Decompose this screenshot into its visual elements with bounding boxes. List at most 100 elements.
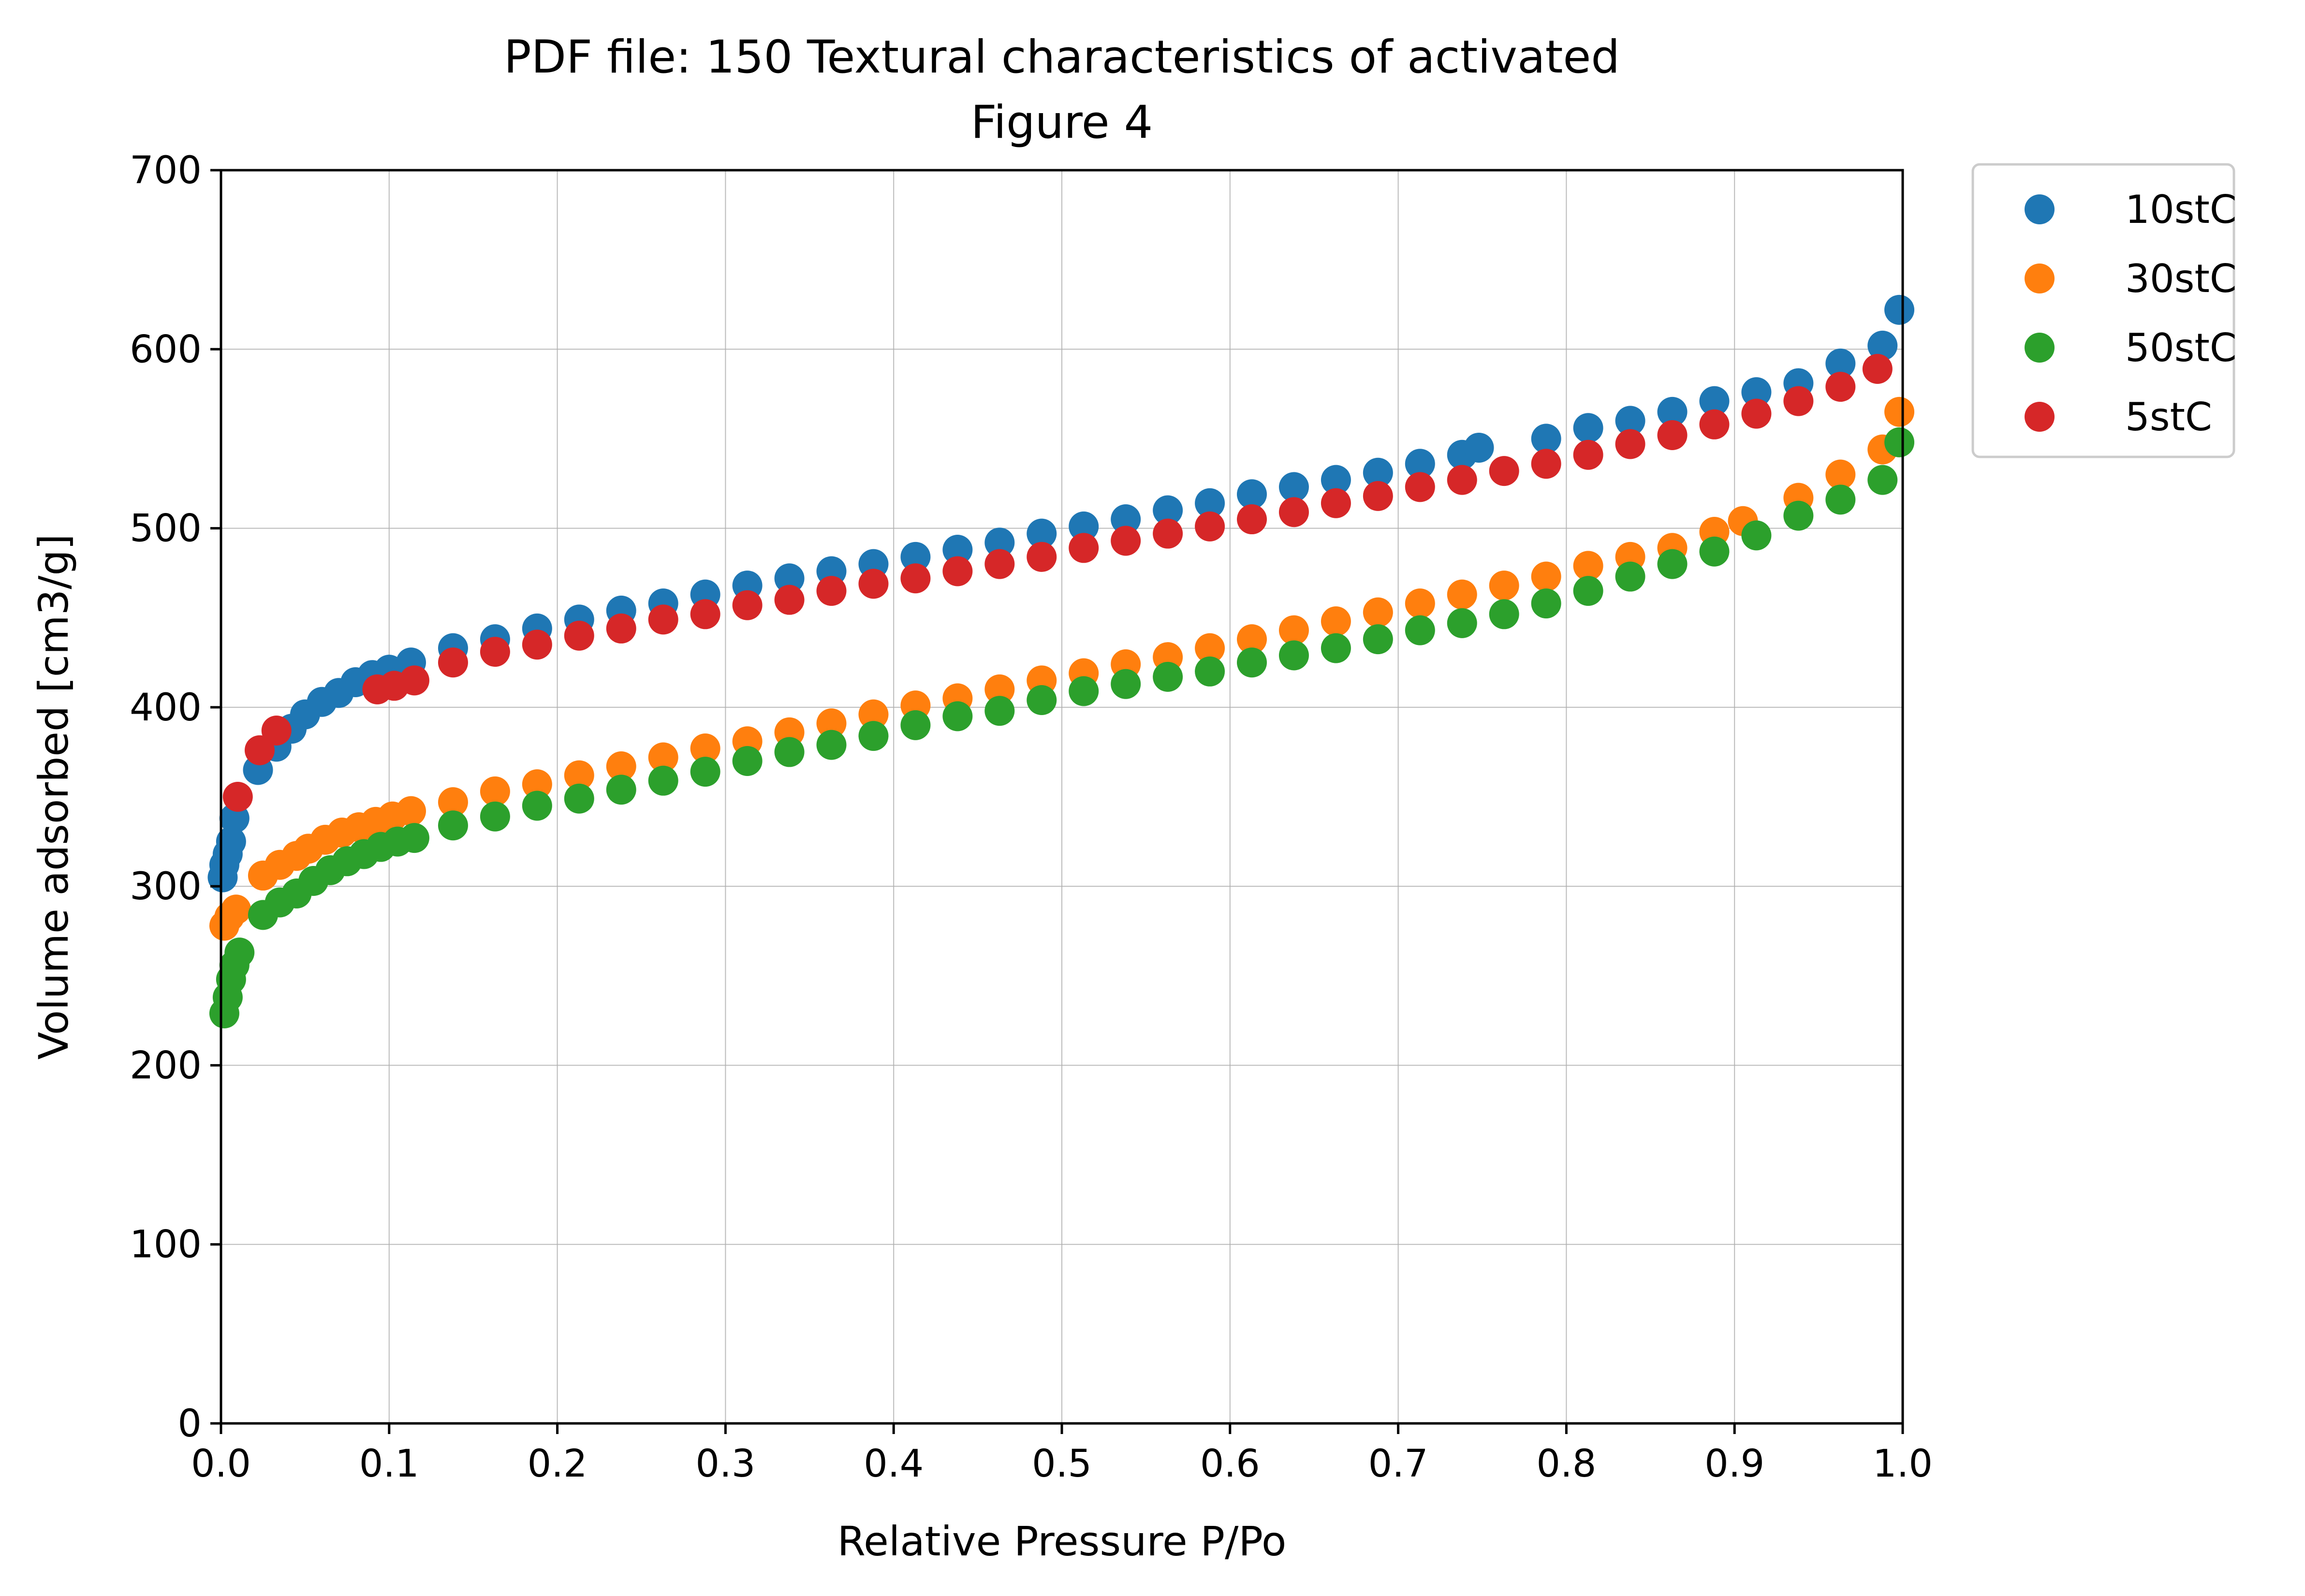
data-point (1069, 511, 1099, 542)
data-point (399, 665, 429, 696)
data-point (1615, 429, 1645, 459)
data-point (1321, 488, 1351, 518)
data-point (1195, 656, 1225, 687)
data-point (1489, 571, 1519, 601)
data-point (1195, 633, 1225, 663)
data-point (606, 613, 636, 644)
data-point (858, 721, 889, 751)
data-point (438, 787, 468, 818)
x-tick-label: 0.5 (1032, 1442, 1092, 1486)
legend-label: 30stC (2125, 256, 2237, 301)
data-point (690, 599, 720, 630)
data-point (1884, 294, 1915, 325)
x-tick-label: 0.9 (1704, 1442, 1764, 1486)
data-point (1069, 533, 1099, 563)
data-point (816, 730, 847, 760)
data-point (942, 556, 973, 586)
data-point (1237, 647, 1267, 678)
data-point (1615, 561, 1645, 592)
data-point (1278, 497, 1309, 527)
data-point (1825, 372, 1856, 402)
data-point (984, 674, 1015, 704)
data-point (1783, 500, 1814, 531)
data-point (816, 576, 847, 606)
data-point (1699, 409, 1730, 439)
data-point (522, 769, 552, 800)
data-point (1405, 472, 1435, 502)
data-point (858, 569, 889, 599)
data-point (1531, 588, 1561, 619)
data-point (648, 765, 678, 796)
data-point (399, 823, 429, 853)
data-point (222, 782, 253, 812)
data-point (1531, 424, 1561, 454)
data-point (816, 708, 847, 739)
data-point (1825, 484, 1856, 515)
data-point (1464, 432, 1494, 463)
series-30stC (209, 396, 1915, 941)
data-point (1363, 481, 1393, 511)
x-tick-label: 0.7 (1368, 1442, 1428, 1486)
data-point (1405, 449, 1435, 479)
data-point (221, 894, 251, 925)
data-point (1278, 615, 1309, 645)
data-point (648, 604, 678, 635)
series-50stC (209, 427, 1915, 1029)
data-point (774, 585, 805, 615)
data-point (1615, 406, 1645, 436)
data-point (984, 696, 1015, 726)
data-point (480, 801, 510, 832)
data-point (648, 742, 678, 773)
x-tick-label: 1.0 (1873, 1442, 1933, 1486)
data-point (1741, 520, 1772, 551)
series-5stC (222, 354, 1893, 812)
data-point (1447, 465, 1477, 495)
data-point (564, 760, 594, 791)
data-point (522, 791, 552, 821)
data-point (1867, 330, 1898, 361)
data-point (774, 737, 805, 767)
data-point (1111, 526, 1141, 556)
data-point (1278, 640, 1309, 671)
data-point (1657, 549, 1688, 579)
legend-label: 50stC (2125, 325, 2237, 370)
data-point (1153, 495, 1183, 526)
x-tick-label: 0.0 (191, 1442, 251, 1486)
data-point (1027, 542, 1057, 572)
data-point (1153, 518, 1183, 549)
data-point (1531, 561, 1561, 592)
data-point (1447, 579, 1477, 610)
data-point (1321, 633, 1351, 663)
data-point (1699, 536, 1730, 567)
data-point (1862, 354, 1893, 384)
legend-label: 10stC (2125, 187, 2237, 232)
data-point (1027, 685, 1057, 716)
y-tick-label: 0 (177, 1402, 202, 1446)
data-point (1867, 465, 1898, 495)
data-point (1153, 661, 1183, 692)
data-point (1699, 386, 1730, 416)
data-point (1531, 449, 1561, 479)
y-tick-label: 400 (130, 686, 202, 730)
data-point (1825, 348, 1856, 379)
chart-title: PDF file: 150 Textural characteristics o… (504, 31, 1620, 84)
x-tick-label: 0.3 (695, 1442, 755, 1486)
data-point (1363, 597, 1393, 628)
y-tick-label: 500 (130, 507, 202, 551)
data-point (942, 701, 973, 732)
data-point (900, 710, 931, 740)
data-point (1657, 420, 1688, 451)
data-point (942, 535, 973, 565)
data-point (564, 620, 594, 651)
legend-label: 5stC (2125, 395, 2212, 439)
data-point (480, 776, 510, 806)
data-point (1363, 457, 1393, 488)
data-point (244, 735, 275, 765)
data-point (396, 796, 426, 826)
data-point (1825, 459, 1856, 490)
legend-marker (2025, 264, 2055, 293)
data-point (1321, 465, 1351, 495)
data-point (1278, 472, 1309, 502)
y-tick-label: 100 (130, 1223, 202, 1267)
